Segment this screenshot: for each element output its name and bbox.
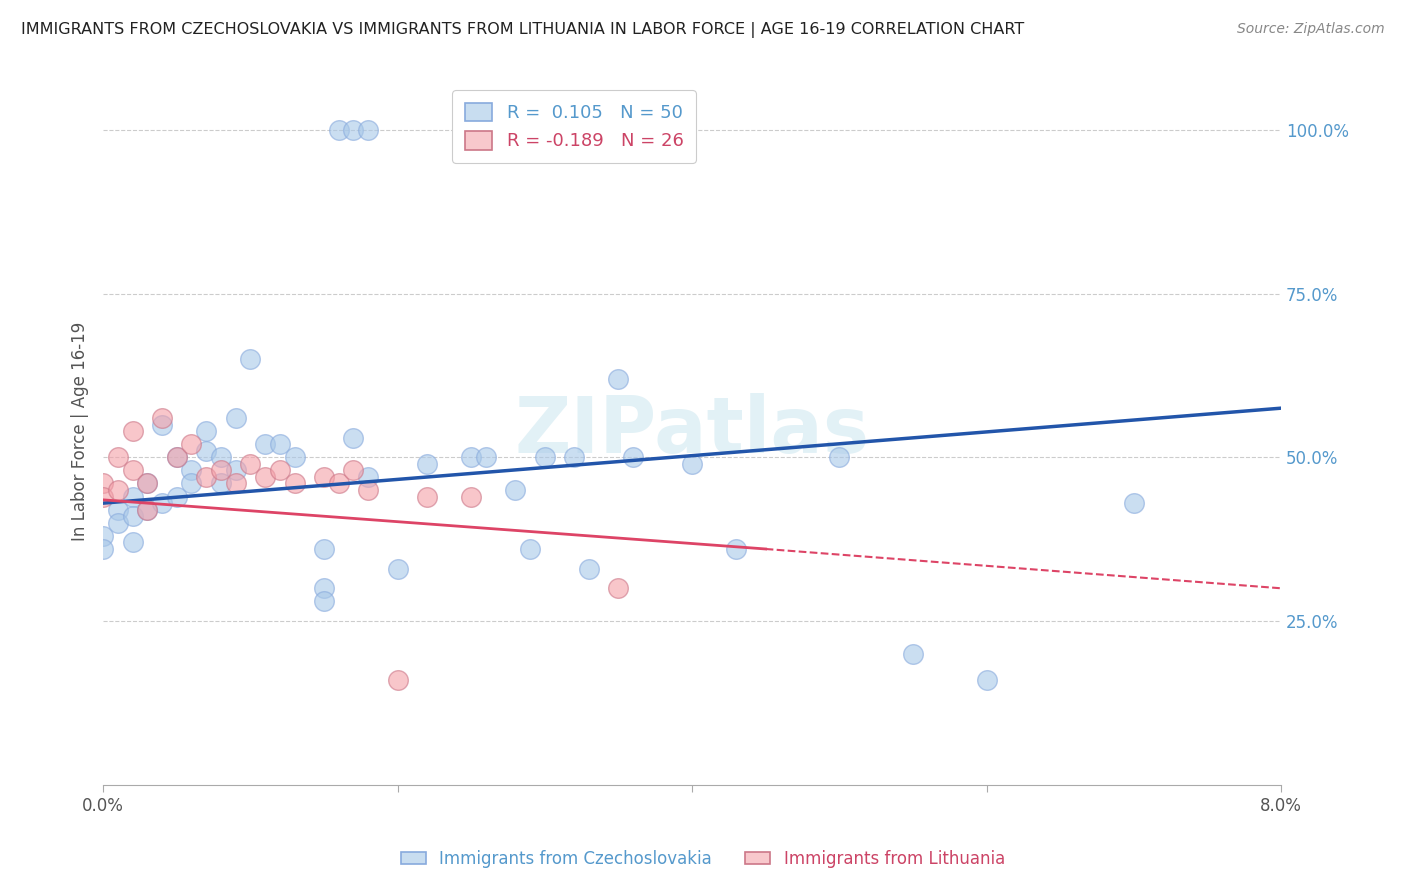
Point bbox=[460, 490, 482, 504]
Point bbox=[136, 502, 159, 516]
Point bbox=[269, 463, 291, 477]
Point bbox=[312, 582, 335, 596]
Point bbox=[357, 123, 380, 137]
Point bbox=[91, 529, 114, 543]
Point bbox=[607, 372, 630, 386]
Point bbox=[312, 541, 335, 556]
Point bbox=[166, 490, 188, 504]
Point bbox=[195, 424, 218, 438]
Legend: Immigrants from Czechoslovakia, Immigrants from Lithuania: Immigrants from Czechoslovakia, Immigran… bbox=[394, 844, 1012, 875]
Point bbox=[225, 476, 247, 491]
Point bbox=[562, 450, 585, 465]
Point bbox=[225, 463, 247, 477]
Point bbox=[150, 496, 173, 510]
Point bbox=[505, 483, 527, 497]
Point bbox=[107, 516, 129, 530]
Point bbox=[387, 673, 409, 687]
Point bbox=[533, 450, 555, 465]
Point bbox=[725, 541, 748, 556]
Point bbox=[283, 450, 305, 465]
Point bbox=[136, 476, 159, 491]
Point bbox=[107, 502, 129, 516]
Point bbox=[460, 450, 482, 465]
Point bbox=[254, 470, 277, 484]
Point bbox=[209, 476, 232, 491]
Point bbox=[121, 509, 143, 524]
Point bbox=[121, 535, 143, 549]
Point bbox=[121, 463, 143, 477]
Point bbox=[121, 424, 143, 438]
Point bbox=[357, 483, 380, 497]
Point bbox=[180, 463, 202, 477]
Point bbox=[107, 483, 129, 497]
Point bbox=[387, 561, 409, 575]
Point bbox=[91, 490, 114, 504]
Point bbox=[312, 470, 335, 484]
Point bbox=[416, 457, 439, 471]
Point bbox=[91, 541, 114, 556]
Point bbox=[901, 647, 924, 661]
Point bbox=[136, 502, 159, 516]
Point bbox=[357, 470, 380, 484]
Point bbox=[166, 450, 188, 465]
Text: IMMIGRANTS FROM CZECHOSLOVAKIA VS IMMIGRANTS FROM LITHUANIA IN LABOR FORCE | AGE: IMMIGRANTS FROM CZECHOSLOVAKIA VS IMMIGR… bbox=[21, 22, 1025, 38]
Point bbox=[225, 411, 247, 425]
Point bbox=[342, 463, 364, 477]
Point bbox=[195, 470, 218, 484]
Point bbox=[621, 450, 644, 465]
Point bbox=[150, 417, 173, 432]
Point bbox=[269, 437, 291, 451]
Point bbox=[209, 450, 232, 465]
Point bbox=[607, 582, 630, 596]
Point bbox=[342, 123, 364, 137]
Point bbox=[136, 476, 159, 491]
Point bbox=[239, 457, 262, 471]
Point bbox=[254, 437, 277, 451]
Point bbox=[328, 123, 350, 137]
Point bbox=[342, 431, 364, 445]
Point bbox=[328, 476, 350, 491]
Point bbox=[475, 450, 498, 465]
Point bbox=[91, 476, 114, 491]
Point bbox=[150, 411, 173, 425]
Legend: R =  0.105   N = 50, R = -0.189   N = 26: R = 0.105 N = 50, R = -0.189 N = 26 bbox=[453, 90, 696, 163]
Point bbox=[416, 490, 439, 504]
Point bbox=[1122, 496, 1144, 510]
Point bbox=[976, 673, 998, 687]
Point bbox=[283, 476, 305, 491]
Point bbox=[578, 561, 600, 575]
Point bbox=[519, 541, 541, 556]
Point bbox=[166, 450, 188, 465]
Point bbox=[195, 443, 218, 458]
Point bbox=[121, 490, 143, 504]
Point bbox=[180, 437, 202, 451]
Point bbox=[239, 352, 262, 367]
Text: Source: ZipAtlas.com: Source: ZipAtlas.com bbox=[1237, 22, 1385, 37]
Point bbox=[828, 450, 851, 465]
Point bbox=[107, 450, 129, 465]
Point bbox=[312, 594, 335, 608]
Point bbox=[180, 476, 202, 491]
Y-axis label: In Labor Force | Age 16-19: In Labor Force | Age 16-19 bbox=[72, 321, 89, 541]
Point bbox=[209, 463, 232, 477]
Point bbox=[681, 457, 703, 471]
Text: ZIPatlas: ZIPatlas bbox=[515, 393, 869, 469]
